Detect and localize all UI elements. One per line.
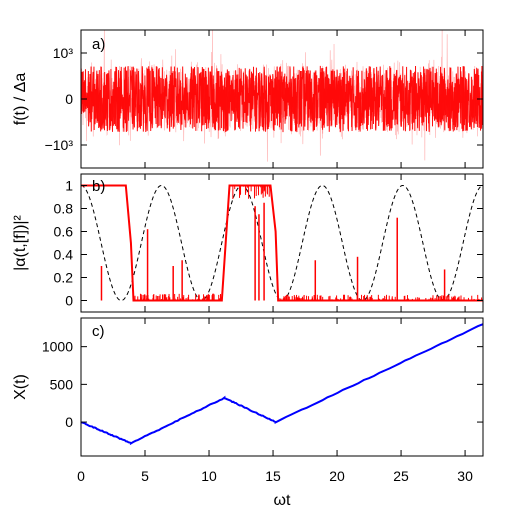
panel-c-ticks: 1000 500 0 0 5 10 15 20 25 30 bbox=[42, 318, 483, 484]
y-tick-label: 0 bbox=[65, 293, 73, 309]
panel-a-ticks: 10³ 0 −10³ bbox=[45, 30, 483, 168]
y-tick-label: 1000 bbox=[42, 339, 73, 355]
x-tick-label: 25 bbox=[393, 468, 409, 484]
cos-squared-reference-line bbox=[81, 184, 483, 302]
y-tick-label: 10³ bbox=[53, 45, 74, 61]
panel-c-frame bbox=[80, 317, 484, 457]
x-tick-label: 30 bbox=[457, 468, 473, 484]
panel-b-ticks: 1 0.8 0.6 0.4 0.2 0 bbox=[54, 174, 483, 312]
noise-core-line bbox=[81, 65, 483, 133]
x-tick-label: 20 bbox=[329, 468, 345, 484]
y-tick-label: 0.4 bbox=[54, 247, 74, 263]
overlap-spikes bbox=[100, 202, 446, 301]
y-tick-label: 0 bbox=[65, 414, 73, 430]
overlap-fuzz bbox=[134, 185, 483, 301]
panel-a-ylabel: f(t) / Δa bbox=[12, 73, 29, 126]
y-tick-label: 500 bbox=[50, 376, 74, 392]
y-tick-label: 0.8 bbox=[54, 201, 74, 217]
x-tick-label: 5 bbox=[141, 468, 149, 484]
y-tick-label: 0.2 bbox=[54, 270, 74, 286]
x-tick-label: 10 bbox=[201, 468, 217, 484]
y-tick-label: 0 bbox=[65, 91, 73, 107]
panel-c-label: c) bbox=[92, 323, 105, 340]
panel-b-frame bbox=[80, 173, 484, 313]
panel-c: 1000 500 0 0 5 10 15 20 25 30 c) X(t) ωt bbox=[12, 317, 484, 509]
y-tick-label: 0.6 bbox=[54, 224, 74, 240]
x-axis-label: ωt bbox=[274, 492, 291, 509]
panel-b-ylabel: |α(t,[f])|² bbox=[12, 214, 29, 270]
x-tick-label: 0 bbox=[77, 468, 85, 484]
noise-series bbox=[81, 30, 483, 162]
y-tick-label: 1 bbox=[65, 178, 73, 194]
panel-b-label: b) bbox=[92, 178, 105, 195]
panel-c-ylabel: X(t) bbox=[12, 374, 29, 400]
panel-a: 10³ 0 −10³ a) f(t) / Δa bbox=[12, 29, 484, 169]
overlap-series-line bbox=[81, 184, 483, 302]
panel-a-label: a) bbox=[92, 36, 105, 53]
x-tick-label: 15 bbox=[265, 468, 281, 484]
panel-b: 1 0.8 0.6 0.4 0.2 0 b) |α(t,[f])|² bbox=[12, 173, 484, 313]
position-series-line bbox=[81, 323, 483, 446]
y-tick-label: −10³ bbox=[45, 137, 74, 153]
